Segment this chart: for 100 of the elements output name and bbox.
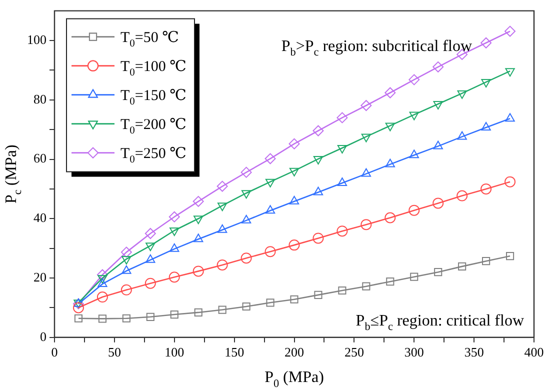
x-tick-label: 100 [164,344,184,360]
y-tick-label: 20 [34,269,46,284]
point [384,212,396,224]
point [481,79,491,88]
point [504,26,516,37]
point [432,61,444,72]
y-tick-label: 60 [34,150,46,166]
point [72,302,84,314]
point [312,125,324,136]
point [122,314,130,322]
point [312,232,324,244]
point [266,298,274,307]
point [194,308,202,316]
x-tick-label: 400 [524,344,544,360]
point [217,202,228,212]
point [384,87,396,98]
point [264,153,276,164]
point [194,216,204,224]
point [264,246,276,258]
point [289,196,300,204]
point [408,74,420,86]
point [289,168,300,176]
point [217,224,228,233]
point [360,100,372,112]
point [409,112,419,120]
point [410,272,418,281]
point [482,257,490,266]
point [385,158,395,168]
x-tick-label: 0 [51,344,58,360]
point [98,278,108,287]
point [240,252,252,264]
point [120,246,132,258]
x-tick-label: 50 [108,344,121,360]
point [96,292,108,303]
point [408,204,420,216]
point [170,310,178,319]
point [288,240,300,251]
point [505,68,515,77]
y-axis-title: Pc (MPa) [3,144,24,204]
point [240,166,252,178]
point [146,242,156,252]
point [480,37,492,48]
point [120,284,132,296]
point [194,234,204,242]
point [337,178,348,186]
point [360,219,372,230]
point [433,140,443,150]
point [386,278,394,286]
point [504,176,516,188]
point [433,101,443,110]
point [313,186,324,196]
point [337,144,348,154]
point [168,211,180,222]
point [144,228,156,239]
y-tick-label: 80 [34,91,46,106]
point [241,214,252,224]
point [434,268,442,276]
point [313,156,324,164]
point [168,272,180,283]
point [361,134,372,142]
point [362,282,370,290]
point [144,278,156,289]
x-tick-label: 150 [224,344,244,360]
point [409,150,419,158]
point [241,190,252,199]
point [98,314,106,323]
point [336,112,348,124]
point [385,122,395,132]
point [432,198,444,209]
y-tick-label: 0 [40,328,46,344]
point [74,314,83,322]
y-tick-label: 100 [27,32,46,47]
point [218,306,226,314]
point [122,265,132,274]
point [96,269,108,280]
point [170,243,180,252]
point [506,252,514,260]
y-tick-label: 40 [34,210,46,226]
point [505,113,515,122]
x-tick-label: 250 [344,344,364,360]
point [457,90,467,99]
point [456,190,468,202]
point [290,295,298,304]
point [480,183,492,194]
point [458,262,466,270]
point [192,196,204,207]
point [338,286,346,295]
point [265,205,276,214]
point [288,138,300,150]
point [146,254,156,263]
point [361,168,372,177]
point [146,312,154,321]
x-tick-label: 200 [284,344,304,360]
point [265,178,276,188]
x-tick-label: 300 [404,344,424,360]
point [314,290,322,299]
point [242,302,250,311]
point [216,180,228,192]
point [457,131,467,140]
x-tick-label: 350 [464,344,484,360]
